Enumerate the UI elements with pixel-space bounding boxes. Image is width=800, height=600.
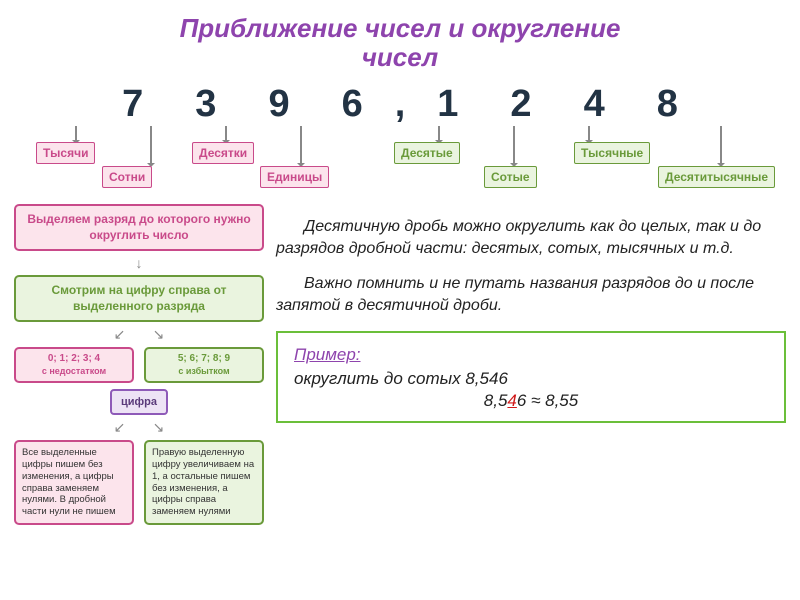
digit-units: 6 [342, 83, 363, 126]
flow-arrow-1: ↓ [14, 255, 264, 271]
example-line-2: 8,546 ≈ 8,55 [294, 391, 768, 411]
flow-arrow-2: ↙ ↘ [14, 326, 264, 343]
label-tens: Десятки [192, 142, 254, 164]
example-line-1: округлить до сотых 8,546 [294, 369, 768, 389]
flow-arrow-3: ↙ ↘ [14, 419, 264, 436]
flow-bottom-left: Все выделенные цифры пишем без изменения… [14, 440, 134, 525]
flow-right-digits-text: 5; 6; 7; 8; 9 [150, 353, 258, 366]
right-column: Десятичную дробь можно округлить как до … [276, 204, 786, 525]
label-units: Единицы [260, 166, 329, 188]
label-thousands: Тысячи [36, 142, 95, 164]
example-post: 6 ≈ 8,55 [517, 391, 578, 410]
title-line-1: Приближение чисел и округление [0, 14, 800, 43]
label-ten-thousandths: Десятитысячные [658, 166, 775, 188]
flowchart: Выделяем разряд до которого нужно округл… [14, 204, 264, 525]
flow-step-2-text: Смотрим на цифру справа от выделенного р… [52, 283, 227, 313]
label-hundreds: Сотни [102, 166, 152, 188]
flow-step-1-text: Выделяем разряд до которого нужно округл… [27, 212, 250, 242]
example-highlight: 4 [507, 391, 516, 410]
paragraph-2: Важно помнить и не путать названия разря… [276, 273, 786, 316]
digit-thousands: 7 [122, 83, 143, 126]
flow-bottom-right: Правую выделенную цифру увеличиваем на 1… [144, 440, 264, 525]
label-tenths: Десятые [394, 142, 460, 164]
flow-right-digits: 5; 6; 7; 8; 9 с избытком [144, 347, 264, 383]
flow-node-digit: цифра [110, 389, 168, 415]
place-labels-row: Тысячи Сотни Десятки Единицы Десятые Сот… [24, 128, 776, 198]
flow-bottom-split: Все выделенные цифры пишем без изменения… [14, 440, 264, 525]
flow-split: 0; 1; 2; 3; 4 с недостатком 5; 6; 7; 8; … [14, 347, 264, 389]
example-title: Пример: [294, 345, 361, 364]
label-hundredths: Сотые [484, 166, 537, 188]
digit-hundreds: 3 [195, 83, 216, 126]
paragraph-1: Десятичную дробь можно округлить как до … [276, 216, 786, 259]
digit-ten-thousandths: 8 [657, 83, 678, 126]
example-pre: 8,5 [484, 391, 508, 410]
digit-thousandths: 4 [584, 83, 605, 126]
digit-tens: 9 [268, 83, 289, 126]
digit-hundredths: 2 [510, 83, 531, 126]
flow-left-digits: 0; 1; 2; 3; 4 с недостатком [14, 347, 134, 383]
page-title: Приближение чисел и округление чисел [0, 0, 800, 77]
decimal-comma: , [395, 83, 406, 126]
title-line-2: чисел [0, 43, 800, 72]
label-thousandths: Тысячные [574, 142, 650, 164]
digit-tenths: 1 [437, 83, 458, 126]
flow-step-2: Смотрим на цифру справа от выделенного р… [14, 275, 264, 322]
flow-right-tag: с избытком [150, 366, 258, 377]
flow-left-digits-text: 0; 1; 2; 3; 4 [20, 353, 128, 366]
flow-left-tag: с недостатком [20, 366, 128, 377]
flow-step-1: Выделяем разряд до которого нужно округл… [14, 204, 264, 251]
number-digits: 7 3 9 6 , 1 2 4 8 [0, 83, 800, 126]
example-box: Пример: округлить до сотых 8,546 8,546 ≈… [276, 331, 786, 423]
